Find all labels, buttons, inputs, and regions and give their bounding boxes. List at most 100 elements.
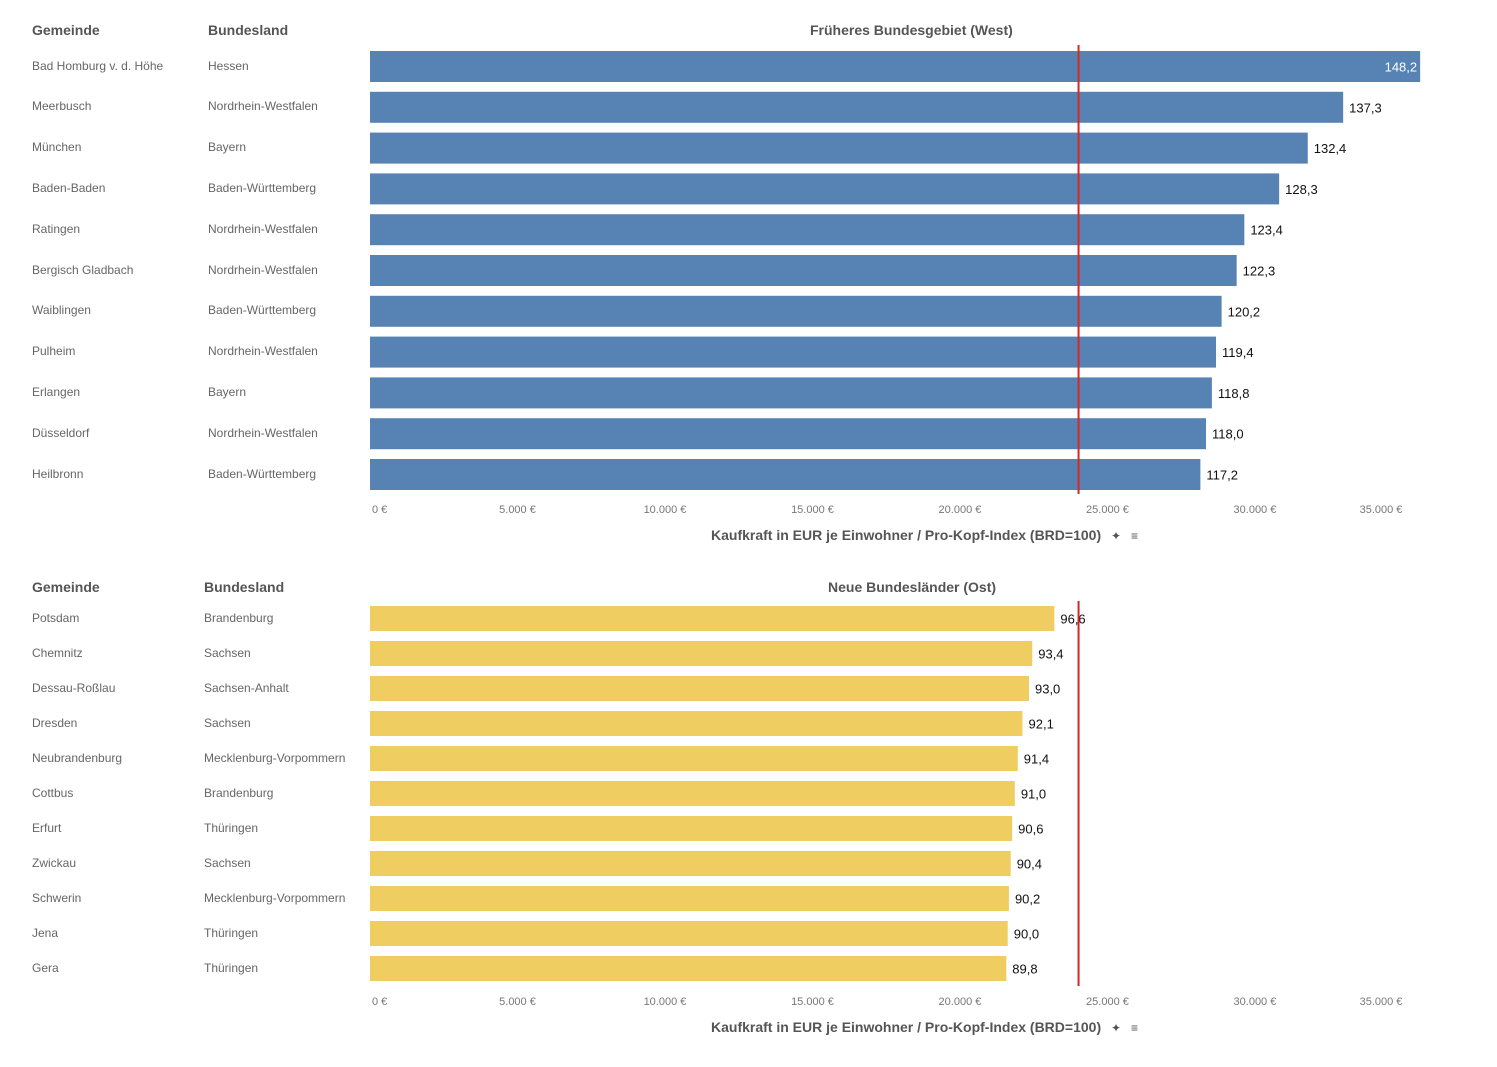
data-label: 128,3 [1285, 182, 1318, 197]
x-tick-label: 20.000 € [939, 996, 982, 1008]
bar-chart-svg[interactable]: 148,2 137,3 132,4 128,3 123,4 122,3 120,2 119,4… [0, 0, 1497, 560]
bar [370, 51, 1421, 82]
row-label-bundesland: Baden-Württemberg [208, 466, 317, 481]
row-label-bundesland: Nordrhein-Westfalen [208, 99, 318, 114]
data-label: 90,2 [1015, 892, 1040, 907]
data-label: 91,0 [1021, 787, 1046, 802]
data-label: 90,6 [1018, 822, 1043, 837]
x-tick-label: 30.000 € [1234, 996, 1277, 1008]
bar [370, 606, 1055, 631]
bar [370, 173, 1280, 205]
row-label-bundesland: Sachsen [204, 645, 251, 660]
x-tick-label: 15.000 € [791, 996, 834, 1008]
x-tick-label: 5.000 € [499, 996, 536, 1008]
row-label-gemeinde: Dessau-Roßlau [32, 680, 116, 695]
bar [370, 641, 1033, 666]
row-label-bundesland: Mecklenburg-Vorpommern [204, 750, 346, 765]
row-label-gemeinde: Ratingen [32, 221, 81, 236]
row-label-bundesland: Baden-Württemberg [208, 303, 317, 318]
row-label-bundesland: Nordrhein-Westfalen [208, 344, 318, 359]
data-label: 90,0 [1014, 927, 1039, 942]
row-label-gemeinde: Bad Homburg v. d. Höhe [32, 58, 164, 73]
sort-icon[interactable]: ≡ [1130, 529, 1138, 544]
x-axis-title-text: Kaufkraft in EUR je Einwohner / Pro-Kopf… [711, 527, 1102, 543]
col-header-gemeinde: Gemeinde [32, 22, 100, 38]
row-label-gemeinde: Waiblingen [32, 303, 91, 318]
sort-icon[interactable]: ≡ [1130, 1021, 1138, 1036]
row-label-gemeinde: Chemnitz [32, 645, 83, 660]
data-label: 93,4 [1038, 647, 1063, 662]
row-label-bundesland: Nordrhein-Westfalen [208, 425, 318, 440]
row-label-gemeinde: Jena [32, 925, 59, 940]
row-label-bundesland: Brandenburg [204, 785, 274, 800]
row-label-gemeinde: Zwickau [32, 855, 77, 870]
pin-icon[interactable]: ✦ [1111, 529, 1122, 544]
data-label: 96,6 [1060, 612, 1085, 627]
data-label: 118,0 [1212, 427, 1244, 442]
data-label: 119,4 [1222, 345, 1254, 360]
row-label-gemeinde: Bergisch Gladbach [32, 262, 134, 277]
data-label: 137,3 [1349, 100, 1382, 115]
row-label-gemeinde: Erfurt [32, 820, 62, 835]
row-label-gemeinde: Düsseldorf [32, 425, 90, 440]
col-header-gemeinde: Gemeinde [32, 579, 100, 595]
x-tick-label: 35.000 € [1360, 504, 1403, 516]
data-label: 148,2 [1385, 60, 1418, 75]
x-tick-label: 15.000 € [791, 504, 834, 516]
x-axis-title[interactable]: Kaufkraft in EUR je Einwohner / Pro-Kopf… [711, 527, 1138, 543]
row-label-gemeinde: Neubrandenburg [32, 750, 123, 765]
bar [370, 956, 1007, 981]
row-label-gemeinde: Heilbronn [32, 466, 84, 481]
row-label-bundesland: Sachsen-Anhalt [204, 680, 289, 695]
data-label: 120,2 [1228, 304, 1261, 319]
bar [370, 781, 1015, 806]
row-label-bundesland: Bayern [208, 384, 247, 399]
row-label-bundesland: Brandenburg [204, 610, 274, 625]
row-label-bundesland: Sachsen [204, 855, 251, 870]
col-header-bundesland: Bundesland [208, 22, 289, 38]
chart-title: Früheres Bundesgebiet (West) [810, 22, 1013, 38]
row-label-gemeinde: Schwerin [32, 890, 82, 905]
data-label: 89,8 [1012, 962, 1037, 977]
chart-title: Neue Bundesländer (Ost) [828, 579, 997, 595]
bar [370, 295, 1222, 327]
bar [370, 377, 1212, 409]
x-tick-label: 10.000 € [644, 504, 687, 516]
x-tick-label: 0 € [372, 996, 387, 1008]
bar [370, 459, 1201, 490]
bar [370, 418, 1206, 450]
row-label-gemeinde: Cottbus [32, 785, 74, 800]
row-label-bundesland: Nordrhein-Westfalen [208, 262, 318, 277]
data-label: 122,3 [1243, 264, 1276, 279]
data-label: 117,2 [1206, 468, 1238, 483]
pin-icon[interactable]: ✦ [1111, 1021, 1122, 1036]
row-label-bundesland: Hessen [208, 58, 249, 73]
data-label: 132,4 [1314, 141, 1347, 156]
x-axis-title[interactable]: Kaufkraft in EUR je Einwohner / Pro-Kopf… [711, 1019, 1138, 1035]
row-label-gemeinde: Meerbusch [32, 99, 92, 114]
row-label-bundesland: Sachsen [204, 715, 251, 730]
bar [370, 676, 1029, 701]
x-tick-label: 30.000 € [1234, 504, 1277, 516]
col-header-bundesland: Bundesland [204, 579, 285, 595]
data-label: 93,0 [1035, 682, 1060, 697]
data-label: 123,4 [1250, 223, 1283, 238]
bar [370, 336, 1217, 368]
row-label-bundesland: Baden-Württemberg [208, 180, 317, 195]
x-axis-title-text: Kaufkraft in EUR je Einwohner / Pro-Kopf… [711, 1019, 1102, 1035]
row-label-gemeinde: Potsdam [32, 610, 80, 625]
row-label-bundesland: Thüringen [204, 960, 259, 975]
data-label: 118,8 [1218, 386, 1250, 401]
row-label-gemeinde: Pulheim [32, 344, 76, 359]
row-label-gemeinde: München [32, 140, 82, 155]
row-label-bundesland: Thüringen [204, 925, 259, 940]
data-label: 90,4 [1017, 857, 1042, 872]
row-label-bundesland: Mecklenburg-Vorpommern [204, 890, 346, 905]
row-label-gemeinde: Baden-Baden [32, 180, 106, 195]
bar [370, 886, 1009, 911]
x-tick-label: 35.000 € [1360, 996, 1403, 1008]
row-label-gemeinde: Dresden [32, 715, 78, 730]
row-label-gemeinde: Erlangen [32, 384, 81, 399]
row-label-bundesland: Bayern [208, 140, 247, 155]
